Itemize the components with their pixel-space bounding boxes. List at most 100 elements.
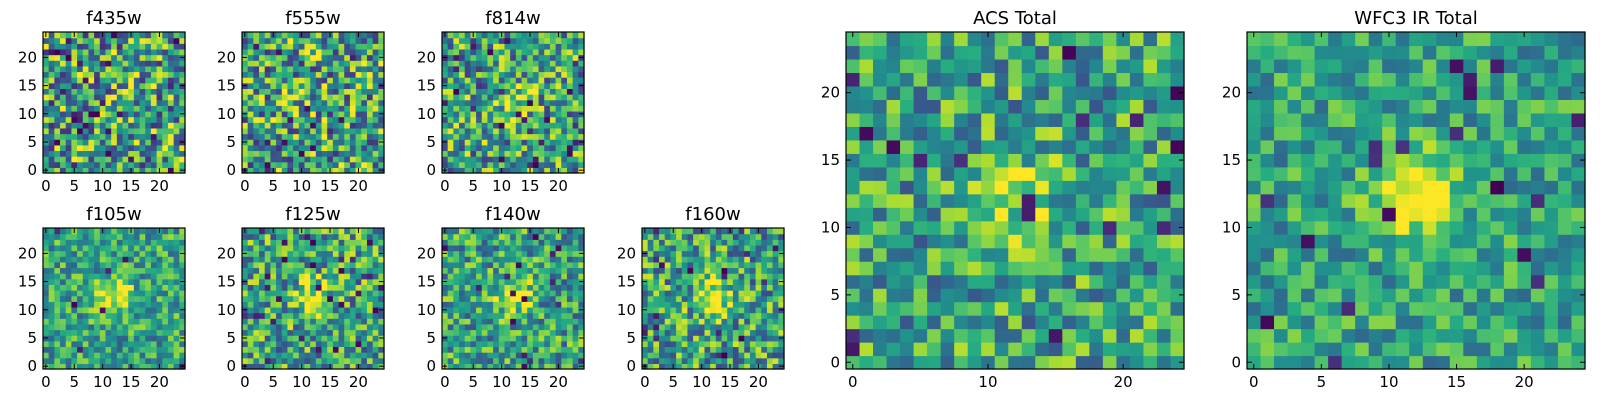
pixel (361, 139, 368, 146)
pixel (510, 122, 517, 129)
pixel (744, 352, 751, 359)
pixel (71, 335, 78, 342)
pixel (293, 312, 300, 319)
pixel (105, 329, 112, 336)
pixel (304, 116, 311, 123)
pixel (710, 352, 717, 359)
pixel (693, 284, 700, 291)
pixel (659, 273, 666, 280)
pixel (578, 261, 585, 269)
pixel (566, 346, 574, 353)
pixel (270, 261, 277, 269)
pixel (349, 267, 357, 274)
pixel (578, 323, 585, 331)
pixel (94, 267, 101, 274)
pixel (287, 139, 294, 146)
pixel (338, 94, 345, 101)
pixel (913, 247, 928, 262)
pixel (538, 295, 545, 302)
pixel (259, 250, 266, 257)
pixel (761, 340, 768, 348)
pixel (338, 122, 345, 129)
pixel (287, 239, 294, 246)
pixel (315, 244, 323, 252)
pixel (344, 167, 351, 174)
pixel (572, 233, 579, 240)
y-tick-label: 10 (217, 301, 236, 319)
pixel (88, 312, 95, 319)
pixel (372, 261, 379, 269)
pixel (298, 267, 306, 274)
pixel (247, 363, 254, 370)
pixel (71, 312, 78, 319)
pixel (1170, 274, 1185, 289)
pixel (264, 306, 271, 314)
pixel (82, 110, 90, 118)
pixel (247, 122, 254, 129)
pixel (145, 37, 152, 44)
pixel (349, 284, 357, 291)
pixel (116, 37, 124, 44)
pixel (293, 43, 300, 50)
pixel (48, 352, 55, 359)
pixel (1021, 355, 1036, 370)
pixel (361, 318, 368, 325)
pixel (470, 290, 477, 297)
pixel (355, 233, 362, 240)
pixel (704, 233, 711, 240)
pixel (464, 139, 471, 146)
pixel (338, 318, 345, 325)
pixel (128, 161, 135, 168)
pixel (366, 295, 374, 302)
pixel (54, 301, 61, 308)
pixel (77, 48, 84, 56)
pixel (304, 110, 311, 118)
pixel (116, 48, 124, 56)
pixel (453, 295, 460, 302)
pixel (927, 247, 942, 262)
pixel (361, 295, 368, 302)
pixel (48, 37, 55, 44)
pixel (242, 273, 249, 280)
pixel (315, 228, 323, 235)
pixel (77, 32, 84, 39)
pixel (88, 82, 95, 89)
pixel (372, 284, 379, 291)
pixel (48, 290, 55, 297)
pixel (298, 329, 306, 336)
pixel (493, 156, 500, 163)
pixel (772, 335, 779, 342)
pixel (459, 65, 466, 73)
pixel (715, 256, 723, 263)
pixel (139, 71, 146, 78)
pixel (94, 250, 101, 257)
pixel (544, 122, 551, 129)
pixel (498, 99, 506, 106)
pixel (99, 71, 107, 78)
pixel (259, 318, 266, 325)
pixel (60, 346, 67, 353)
pixel (521, 261, 528, 269)
pixel (281, 127, 289, 135)
pixel (287, 352, 294, 359)
pixel (778, 340, 785, 348)
pixel (572, 352, 579, 359)
pixel (173, 60, 180, 67)
pixel (355, 54, 362, 61)
pixel (156, 122, 163, 129)
pixel (116, 267, 124, 274)
pixel (481, 65, 489, 73)
pixel (464, 144, 471, 152)
pixel (270, 116, 277, 123)
pixel (515, 150, 523, 157)
pixel (566, 256, 574, 263)
pixel (927, 207, 942, 222)
pixel (549, 323, 557, 331)
pixel (1156, 207, 1172, 222)
pixel (1035, 301, 1050, 316)
pixel (321, 329, 328, 336)
pixel (327, 65, 334, 73)
pixel (981, 328, 996, 343)
pixel (287, 116, 294, 123)
pixel (521, 284, 528, 291)
